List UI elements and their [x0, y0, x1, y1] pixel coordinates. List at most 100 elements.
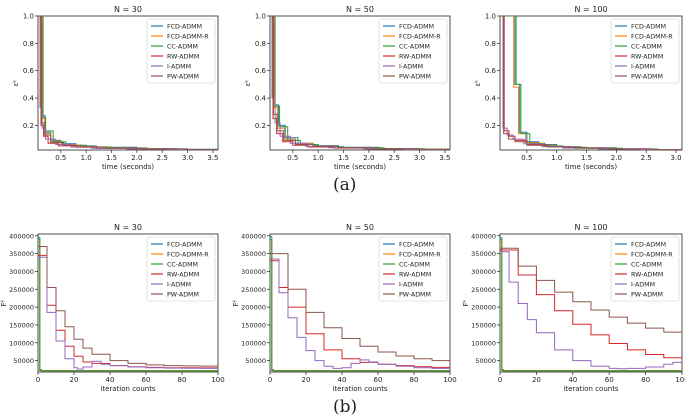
series-line-pw-admm — [500, 16, 682, 150]
y-tick-label: 0.8 — [255, 40, 266, 48]
chart-title: N = 30 — [114, 5, 142, 14]
legend-label: FCD-ADMM-R — [631, 252, 673, 259]
legend: FCD-ADMM FCD-ADMM-R CC-ADMM RW-ADMM I-ADMM PW… — [610, 236, 680, 302]
series-group — [270, 16, 450, 150]
y-tick-label: 250000 — [471, 286, 496, 294]
chart-title: N = 50 — [346, 5, 374, 14]
x-tick-label: 0.5 — [287, 154, 298, 162]
y-tick-label: 400000 — [471, 232, 496, 240]
x-tick-label: 20 — [302, 376, 311, 384]
legend-box — [146, 18, 216, 84]
legend-label: RW-ADMM — [399, 272, 431, 279]
y-tick-label: 50000 — [13, 357, 34, 365]
y-tick-label: 400000 — [9, 232, 34, 240]
legend-label: RW-ADMM — [167, 54, 199, 61]
y-tick-label: 300000 — [241, 268, 266, 276]
y-axis-label: Fᵏ — [462, 299, 470, 306]
y-tick-label: 0.8 — [485, 40, 496, 48]
x-axis-label: iteration counts — [332, 385, 388, 393]
legend-label: CC-ADMM — [399, 44, 430, 51]
y-tick-label: 50000 — [245, 357, 266, 365]
y-tick-label: 100000 — [241, 339, 266, 347]
legend-label: FCD-ADMM — [167, 242, 202, 249]
legend-box — [610, 18, 680, 84]
chart-panel-6: N = 100 0 20 40 60 80 100 50000 100000 150000 2000… — [462, 223, 685, 393]
x-axis-label: time (seconds) — [565, 163, 617, 171]
legend-label: FCD-ADMM — [399, 24, 434, 31]
plot-frame — [37, 15, 219, 151]
x-tick-label: 80 — [178, 376, 187, 384]
x-tick-label: 100 — [211, 376, 224, 384]
x-tick-label: 1.0 — [551, 154, 562, 162]
x-tick-label: 3.5 — [207, 154, 218, 162]
x-tick-label: 40 — [568, 376, 577, 384]
chart-title: N = 100 — [574, 223, 607, 232]
series-group — [38, 237, 218, 372]
legend-label: CC-ADMM — [399, 262, 430, 269]
y-tick-label: 0.8 — [23, 40, 34, 48]
x-tick-label: 3.0 — [414, 154, 425, 162]
plot-frame — [269, 233, 451, 373]
y-tick-label: 350000 — [9, 250, 34, 258]
legend: FCD-ADMM FCD-ADMM-R CC-ADMM RW-ADMM I-ADMM PW… — [378, 236, 448, 302]
x-tick-label: 40 — [106, 376, 115, 384]
y-tick-label: 150000 — [241, 321, 266, 329]
legend-label: FCD-ADMM-R — [399, 252, 441, 259]
y-tick-label: 100000 — [471, 339, 496, 347]
legend-label: FCD-ADMM-R — [631, 34, 673, 41]
caption-b: (b) — [333, 397, 358, 417]
x-tick-label: 2.5 — [389, 154, 400, 162]
x-tick-label: 1.0 — [313, 154, 324, 162]
y-tick-label: 200000 — [241, 304, 266, 312]
x-tick-label: 3.5 — [439, 154, 450, 162]
x-tick-label: 1.5 — [581, 154, 592, 162]
legend-label: CC-ADMM — [167, 44, 198, 51]
x-tick-label: 1.5 — [338, 154, 349, 162]
x-tick-label: 80 — [410, 376, 419, 384]
plot-frame — [269, 15, 451, 151]
y-tick-label: 300000 — [9, 268, 34, 276]
series-group — [38, 16, 218, 150]
legend-box — [610, 236, 680, 302]
x-tick-label: 0 — [268, 376, 272, 384]
y-tick-label: 300000 — [471, 268, 496, 276]
y-tick-label: 1.0 — [23, 13, 34, 21]
x-tick-label: 100 — [675, 376, 685, 384]
x-axis-label: time (seconds) — [102, 163, 154, 171]
y-tick-label: 400000 — [241, 232, 266, 240]
x-tick-label: 60 — [142, 376, 151, 384]
x-tick-label: 40 — [338, 376, 347, 384]
legend-label: FCD-ADMM — [631, 24, 666, 31]
chart-panel-2: N = 50 0.5 1.0 1.5 2.0 2.5 3.0 3.5 0.2 0.4 0.6 0.8 1… — [244, 5, 450, 171]
legend-label: I-ADMM — [167, 64, 191, 71]
x-tick-label: 2.0 — [363, 154, 374, 162]
y-tick-label: 0.4 — [255, 95, 267, 103]
y-tick-label: 250000 — [9, 286, 34, 294]
x-tick-label: 2.5 — [157, 154, 168, 162]
x-axis-label: iteration counts — [563, 385, 619, 393]
plot-frame — [37, 233, 219, 373]
x-tick-label: 80 — [641, 376, 650, 384]
y-tick-label: 150000 — [9, 321, 34, 329]
chart-panel-1: N = 30 0.5 1.0 1.5 2.0 2.5 3.0 3.5 0.2 0.4 0.6 0.8 1… — [12, 5, 218, 171]
chart-title: N = 30 — [114, 223, 142, 232]
series-group — [270, 236, 450, 372]
series-line-pw-admm — [270, 253, 450, 362]
x-tick-label: 3.0 — [182, 154, 193, 162]
legend-label: RW-ADMM — [631, 272, 663, 279]
y-axis-label: εᵏ — [244, 80, 252, 87]
y-tick-label: 250000 — [241, 286, 266, 294]
y-tick-label: 50000 — [475, 357, 496, 365]
x-tick-label: 0.5 — [55, 154, 66, 162]
legend-label: FCD-ADMM-R — [167, 34, 209, 41]
x-tick-label: 0 — [36, 376, 40, 384]
legend: FCD-ADMM FCD-ADMM-R CC-ADMM RW-ADMM I-ADMM PW… — [146, 18, 216, 84]
legend-label: I-ADMM — [399, 282, 423, 289]
series-line-cc-admm — [270, 236, 450, 372]
series-line-cc-admm — [38, 237, 218, 372]
series-group — [500, 16, 682, 150]
legend-label: I-ADMM — [631, 64, 655, 71]
legend-label: PW-ADMM — [399, 292, 431, 299]
y-tick-label: 0.2 — [485, 122, 496, 130]
